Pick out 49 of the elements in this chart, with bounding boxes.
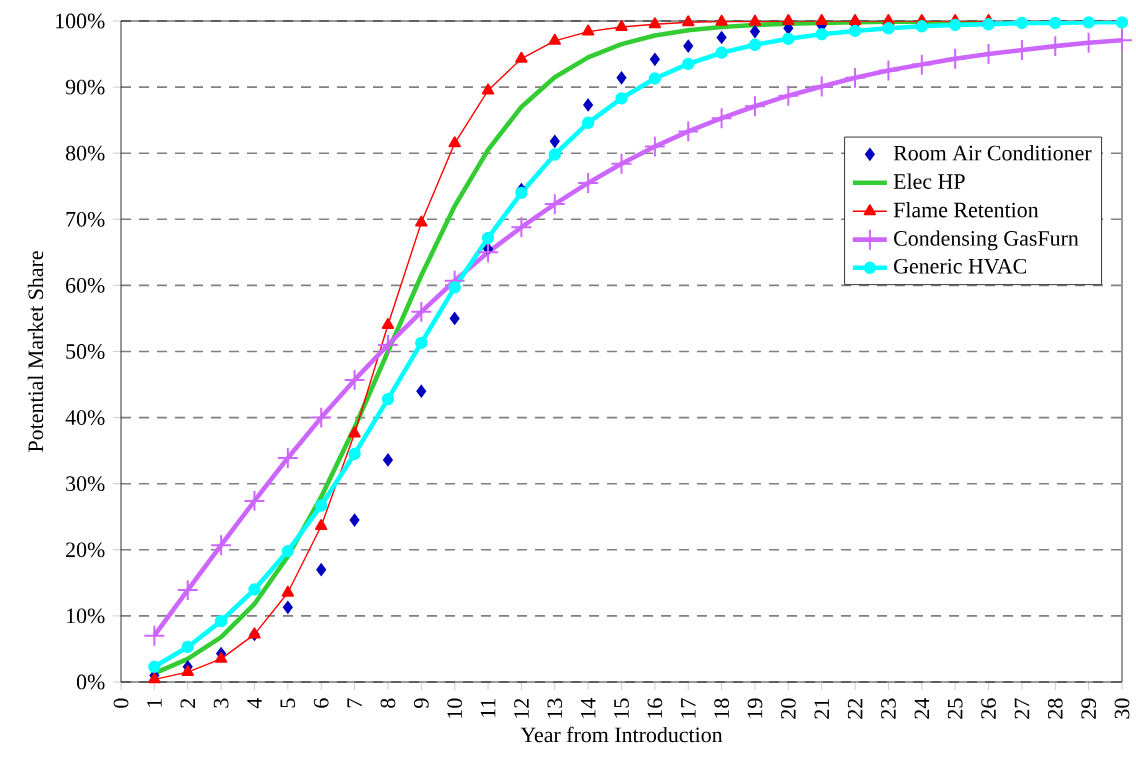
x-tick-label: 27 (1014, 698, 1030, 719)
legend-label: Condensing GasFurn (894, 230, 1079, 251)
x-tick-label: 19 (747, 698, 763, 718)
x-tick-label: 0 (113, 698, 129, 708)
y-tick-label: 40% (65, 410, 105, 426)
x-tick-label: 12 (514, 698, 529, 718)
x-tick-label: 30 (1114, 698, 1130, 719)
y-tick-label: 20% (66, 542, 105, 558)
y-tick-label: 90% (65, 79, 105, 95)
x-tick-label: 4 (247, 698, 262, 709)
x-tick-label: 21 (814, 699, 829, 719)
x-tick-label: 2 (180, 698, 195, 708)
x-tick-label: 14 (580, 698, 596, 718)
x-tick-label: 1 (147, 699, 162, 707)
x-tick-label: 7 (347, 698, 362, 708)
x-tick-label: 18 (714, 698, 729, 718)
x-tick-label: 22 (847, 698, 863, 719)
x-tick-label: 20 (780, 698, 796, 719)
x-tick-label: 8 (380, 698, 396, 708)
y-tick-label: 100% (56, 13, 105, 29)
x-tick-label: 23 (881, 698, 896, 719)
x-tick-label: 9 (413, 698, 429, 708)
x-tick-label: 13 (547, 698, 563, 718)
legend-label: Elec HP (893, 173, 965, 189)
x-tick-label: 25 (947, 698, 963, 719)
x-tick-label: 6 (313, 698, 329, 708)
legend-label: Flame Retention (893, 201, 1039, 218)
x-tick-label: 24 (914, 698, 930, 719)
x-tick-label: 29 (1081, 698, 1096, 719)
x-tick-label: 28 (1047, 698, 1063, 719)
x-tick-label: 26 (981, 698, 996, 719)
y-tick-label: 60% (66, 277, 105, 293)
x-tick-label: 11 (480, 699, 496, 717)
x-tick-label: 17 (681, 698, 696, 718)
legend-label: Room Air Conditioner (893, 145, 1092, 161)
y-tick-label: 50% (66, 344, 105, 359)
x-tick-label: 10 (447, 698, 463, 718)
y-tick-label: 80% (65, 145, 105, 161)
x-axis-title: Year from Introduction (520, 726, 723, 743)
legend-label: Generic HVAC (894, 258, 1027, 274)
y-tick-label: 30% (66, 476, 105, 492)
x-tick-label: 3 (213, 698, 229, 708)
y-tick-label: 70% (66, 211, 105, 227)
y-tick-label: 10% (67, 608, 105, 624)
y-tick-label: 0% (76, 674, 105, 690)
x-tick-label: 16 (647, 698, 663, 718)
x-tick-label: 15 (614, 698, 629, 718)
y-axis-title: Potential Market Share (27, 251, 44, 452)
x-tick-label: 5 (280, 698, 296, 708)
